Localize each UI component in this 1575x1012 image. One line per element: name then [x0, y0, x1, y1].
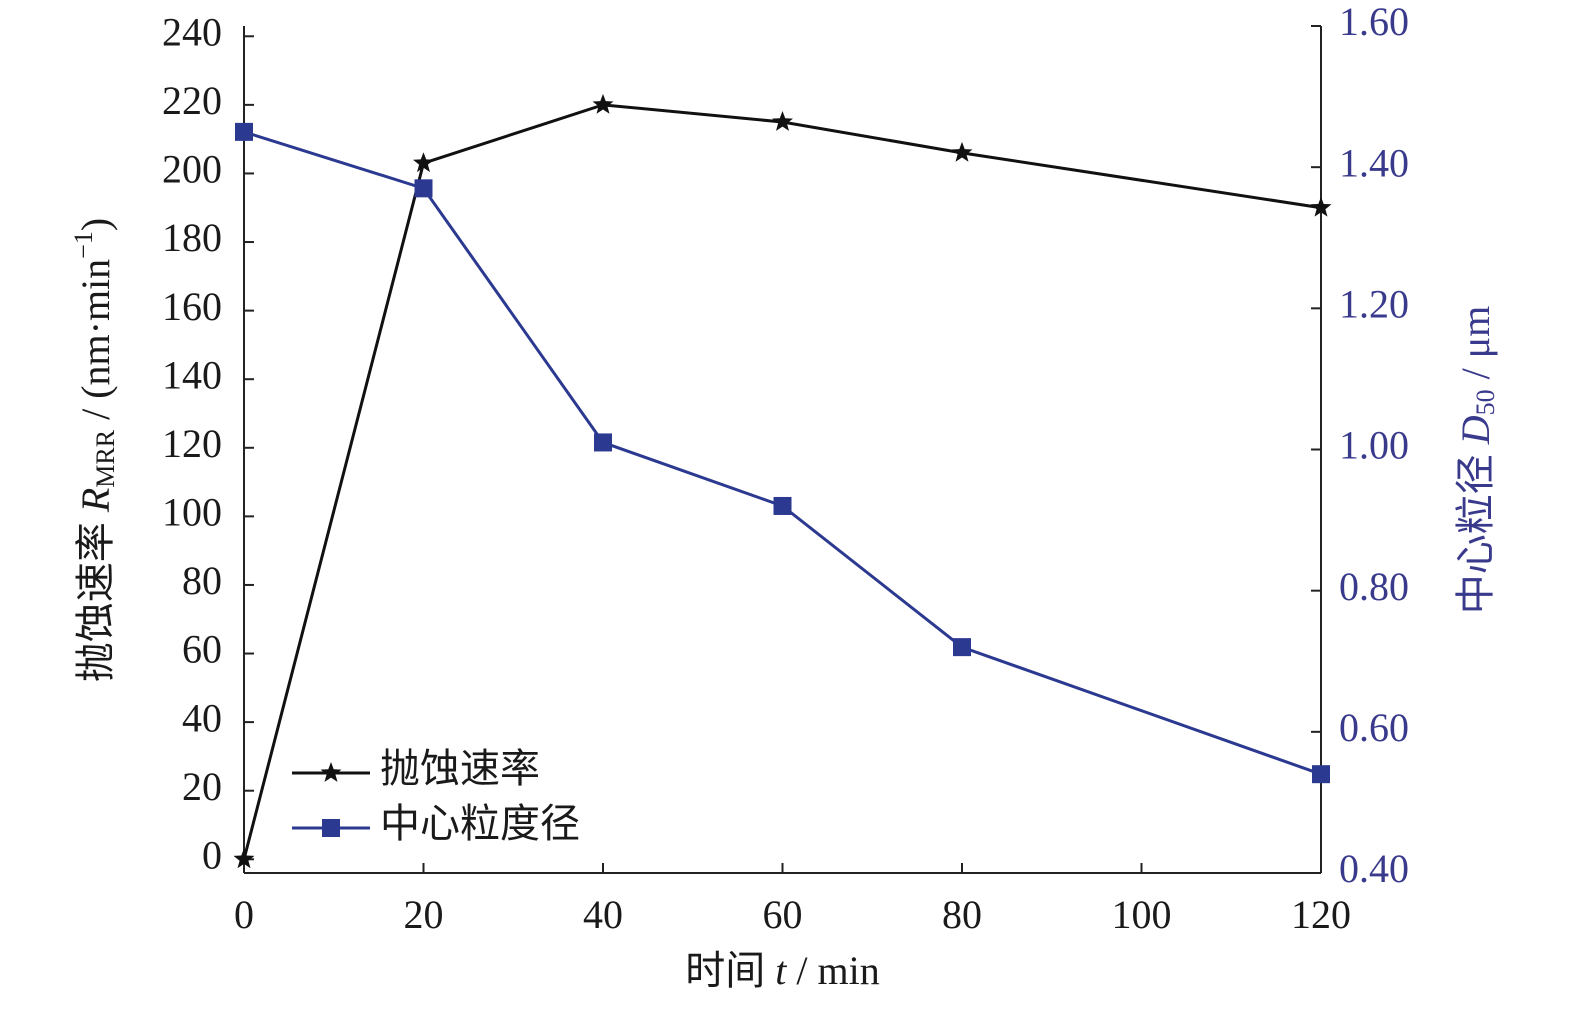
x-tick-label: 100 [1112, 892, 1172, 937]
y2-tick-label: 1.20 [1339, 282, 1409, 327]
x-axis-label-part: / min [796, 948, 879, 993]
y-tick-label: 60 [182, 627, 222, 672]
y2-tick-label: 1.40 [1339, 140, 1409, 185]
x-axis-label-part: t [775, 948, 787, 993]
x-axis-label: 时间 t / min [685, 948, 879, 993]
y-axis-label: 抛蚀速率 RMRR / (nm·min−1) [69, 218, 120, 682]
y2-tick-label: 1.60 [1339, 0, 1409, 44]
square-marker [773, 496, 792, 515]
series-line [243, 130, 1322, 776]
star-marker [772, 111, 793, 131]
square-marker [1312, 765, 1330, 784]
y-tick-label: 100 [162, 490, 222, 535]
x-axis-label-part: 时间 [685, 948, 765, 993]
y2-tick-label: 0.40 [1339, 846, 1409, 891]
star-marker [592, 93, 614, 114]
square-marker [322, 819, 340, 837]
y2-axis-label-part: 50 [1471, 389, 1500, 415]
x-tick-label: 20 [404, 892, 444, 937]
y-axis-label-part: MRR [91, 429, 120, 487]
y-axis-label-part: / (nm·min [73, 259, 118, 420]
y2-axis-label: 中心粒径 D50 / μm [1453, 306, 1500, 615]
square-marker [235, 122, 253, 141]
y-axis-label-part: −1 [69, 231, 98, 259]
y-tick-label: 220 [162, 78, 222, 123]
y-tick-label: 240 [162, 9, 222, 54]
y-axis-label-part: ) [73, 218, 118, 231]
star-marker [320, 762, 342, 782]
y-tick-label: 200 [162, 147, 222, 192]
y-tick-label: 140 [162, 352, 222, 397]
y2-axis-label-part: D [1453, 415, 1498, 445]
legend-label: 抛蚀速率 [380, 746, 540, 791]
y-tick-label: 120 [162, 421, 222, 466]
star-marker [233, 848, 255, 869]
y-axis-label-part: 抛蚀速率 [73, 522, 118, 682]
y-tick-label: 20 [182, 764, 222, 809]
x-tick-label: 0 [234, 892, 254, 937]
y-tick-label: 40 [182, 695, 222, 740]
x-tick-label: 40 [583, 892, 623, 937]
y-tick-label: 80 [182, 558, 222, 603]
square-marker [953, 638, 971, 657]
star-marker [1310, 196, 1332, 217]
y2-tick-label: 0.60 [1339, 705, 1409, 750]
y-tick-label: 160 [162, 284, 222, 329]
y2-tick-label: 0.80 [1339, 564, 1409, 609]
y-tick-label: 180 [162, 215, 222, 260]
y2-axis-label-part: / μm [1453, 306, 1498, 380]
y-axis-label-part: R [73, 488, 118, 513]
y2-tick-label: 1.00 [1339, 423, 1409, 468]
x-tick-label: 120 [1291, 892, 1351, 937]
series-line [242, 103, 1322, 860]
x-tick-label: 60 [763, 892, 803, 937]
x-tick-label: 80 [942, 892, 982, 937]
legend-label: 中心粒度径 [380, 801, 580, 846]
star-marker [951, 141, 973, 162]
square-marker [594, 433, 612, 452]
y-tick-label: 0 [202, 832, 222, 877]
y2-axis-label-part: 中心粒径 [1453, 454, 1498, 614]
square-marker [414, 179, 433, 198]
star-marker [413, 152, 434, 173]
